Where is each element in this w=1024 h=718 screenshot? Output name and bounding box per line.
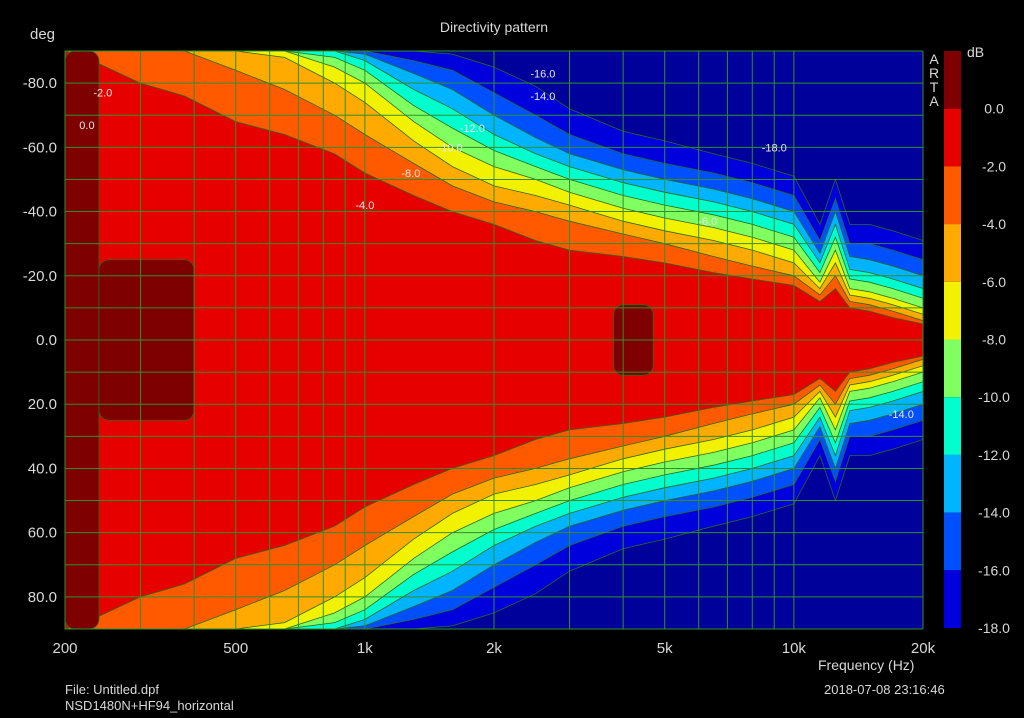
colorbar-tick-label: -14.0 xyxy=(978,505,1010,521)
contour-label: -4.0 xyxy=(355,200,374,212)
contour-label: -14.0 xyxy=(889,409,914,421)
y-tick-label: -20.0 xyxy=(23,268,57,285)
colorbar-tick-label: -6.0 xyxy=(982,274,1006,290)
contour-label: -18.0 xyxy=(762,142,787,154)
y-axis-label: deg xyxy=(30,26,56,43)
colorbar-tick-label: -16.0 xyxy=(978,562,1010,578)
colorbar-swatch xyxy=(944,454,961,513)
contour-labels: -2.0 0.0 -16.0 -14.0 -12.0 -10.0 -8.0 -4.0 -6.0 -… xyxy=(79,68,914,420)
x-tick-label: 5k xyxy=(657,640,673,657)
colorbar-tick-label: -10.0 xyxy=(978,389,1010,405)
x-tick-label: 200 xyxy=(52,640,77,657)
colorbar-tick-label: -8.0 xyxy=(982,332,1006,348)
colorbar-swatch xyxy=(944,108,961,167)
contour-label: -12.0 xyxy=(460,123,485,135)
file-name: File: Untitled.dpf xyxy=(65,682,159,697)
watermark-letter: R xyxy=(928,65,940,81)
measurement-name: NSD1480N+HF94_horizontal xyxy=(65,698,234,713)
y-tick-label: -80.0 xyxy=(23,75,57,92)
colorbar-tick-label: -2.0 xyxy=(982,158,1006,174)
colorbar-tick-label: 0.0 xyxy=(984,101,1004,117)
watermark-letter: A xyxy=(929,93,939,109)
colorbar-tick-label: -12.0 xyxy=(978,447,1010,463)
contour-label: 0.0 xyxy=(79,120,94,132)
watermark-letter: A xyxy=(929,51,939,67)
colorbar: 0.0 -2.0 -4.0 -6.0 -8.0 -10.0 -12.0 -14.0 -16.0 -… xyxy=(944,51,1010,636)
colorbar-unit-label: dB xyxy=(967,44,985,60)
y-tick-label: 20.0 xyxy=(28,396,57,413)
watermark-letter: T xyxy=(929,79,939,95)
y-tick-label: 40.0 xyxy=(28,460,57,477)
y-tick-label: 80.0 xyxy=(28,589,57,606)
y-tick-label: 0.0 xyxy=(36,332,57,349)
x-tick-label: 10k xyxy=(782,640,807,657)
colorbar-swatch xyxy=(944,166,961,225)
colorbar-swatch xyxy=(944,397,961,455)
x-tick-label: 500 xyxy=(223,640,248,657)
axis-tick-labels: 200 500 1k 2k 5k 10k 20k -80.0 -60.0 -40.0 -20.0 0.… xyxy=(23,75,936,657)
colorbar-swatch xyxy=(944,339,961,398)
contour-label: -10.0 xyxy=(438,142,463,154)
y-tick-label: 60.0 xyxy=(28,525,57,542)
contour-label: -6.0 xyxy=(698,216,717,228)
contour-label: -8.0 xyxy=(401,168,420,180)
colorbar-swatch xyxy=(944,281,961,340)
x-axis-label: Frequency (Hz) xyxy=(818,657,915,673)
x-tick-label: 1k xyxy=(357,640,373,657)
chart-grid xyxy=(64,50,924,630)
contour-label: -16.0 xyxy=(530,68,555,80)
colorbar-swatch xyxy=(944,570,961,628)
y-tick-label: -60.0 xyxy=(23,139,57,156)
colorbar-swatch xyxy=(944,512,961,571)
y-tick-label: -40.0 xyxy=(23,204,57,221)
x-tick-label: 20k xyxy=(911,640,936,657)
colorbar-swatch xyxy=(944,51,961,109)
x-tick-label: 2k xyxy=(486,640,502,657)
contour-label: -14.0 xyxy=(530,91,555,103)
colorbar-tick-label: -18.0 xyxy=(978,620,1010,636)
contour-label: -2.0 xyxy=(93,88,112,100)
colorbar-tick-label: -4.0 xyxy=(982,216,1006,232)
arta-watermark: A R T A xyxy=(927,52,941,108)
timestamp: 2018-07-08 23:16:46 xyxy=(824,682,945,697)
colorbar-swatch xyxy=(944,224,961,282)
chart-title: Directivity pattern xyxy=(439,19,549,35)
